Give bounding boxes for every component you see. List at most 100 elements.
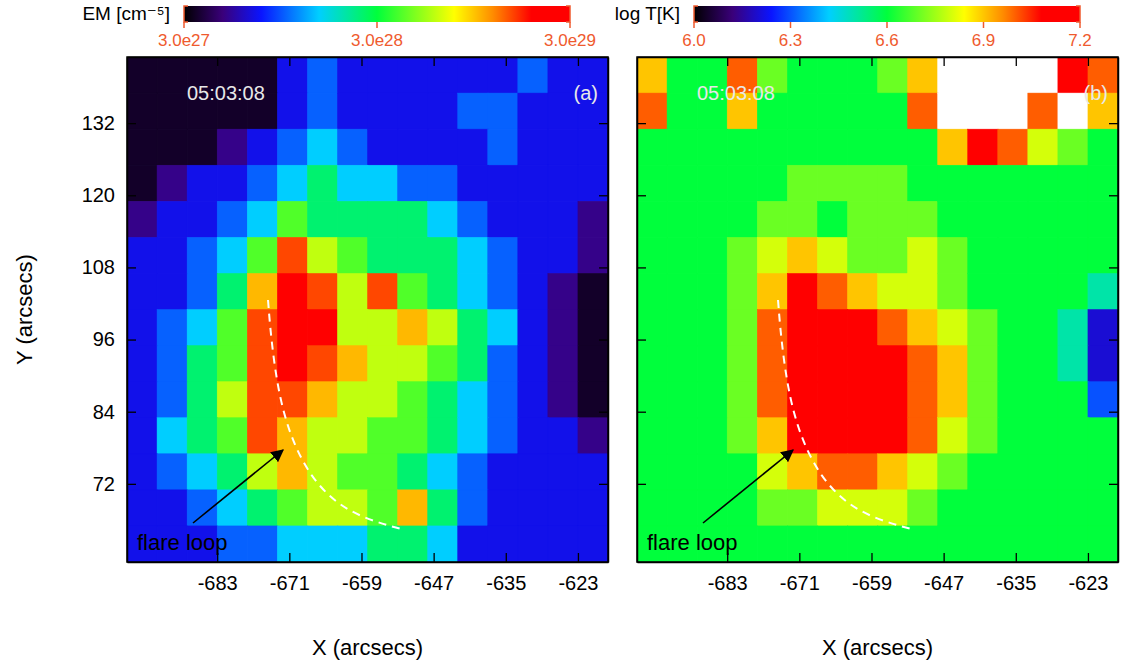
cell: [847, 93, 878, 130]
cell: [667, 418, 698, 455]
cell: [1058, 418, 1089, 455]
cell: [277, 165, 308, 202]
cell: [787, 346, 818, 383]
tick-mark: [578, 553, 579, 562]
tick-mark: [1109, 123, 1118, 124]
colorbar-title: log T[K]: [615, 3, 680, 24]
cell: [727, 382, 758, 419]
cell: [1058, 454, 1089, 491]
cell: [398, 93, 429, 130]
cell: [637, 346, 668, 383]
cell: [847, 273, 878, 310]
cell: [878, 93, 909, 130]
axis-line: [127, 58, 129, 563]
cell: [908, 165, 939, 202]
cell: [697, 237, 728, 274]
cell: [488, 273, 519, 310]
cell: [398, 129, 429, 166]
cell: [337, 93, 368, 130]
cell: [817, 93, 848, 130]
cell: [847, 526, 878, 562]
cell: [1088, 490, 1118, 527]
cell: [247, 382, 278, 419]
cell: [847, 346, 878, 383]
cell: [518, 93, 549, 130]
cell: [847, 382, 878, 419]
cell: [1058, 346, 1089, 383]
x-axis-title: X (arcsecs): [312, 635, 423, 660]
cell: [307, 165, 338, 202]
cell: [637, 490, 668, 527]
axis-line: [608, 58, 610, 563]
cell: [817, 273, 848, 310]
cell: [757, 526, 788, 562]
cell: [247, 201, 278, 238]
cell: [307, 57, 338, 94]
tick: [637, 267, 646, 268]
cell: [1088, 237, 1118, 274]
cell: [787, 237, 818, 274]
cell: [518, 165, 549, 202]
cell: [127, 165, 158, 202]
cell: [548, 490, 579, 527]
cell: [667, 490, 698, 527]
tick: -635: [486, 553, 526, 594]
cell: [697, 165, 728, 202]
cell: [488, 526, 519, 562]
cell: [428, 310, 459, 347]
cell: [1088, 201, 1118, 238]
x-axis-top: [638, 57, 1119, 66]
cell: [337, 201, 368, 238]
cell: [157, 57, 188, 94]
cell: [398, 526, 429, 562]
tick-mark: [727, 57, 728, 66]
cell: [247, 490, 278, 527]
tick-mark: [1109, 339, 1118, 340]
cell: [368, 418, 399, 455]
cell: [817, 346, 848, 383]
cell: [157, 346, 188, 383]
cell: [757, 237, 788, 274]
tick-mark: [361, 57, 362, 66]
tick-label: 120: [82, 184, 115, 206]
cell: [968, 490, 999, 527]
cell: [578, 526, 608, 562]
cell: [578, 454, 608, 491]
tick: [637, 484, 646, 485]
colorbar-tick: [376, 22, 378, 28]
cell: [727, 490, 758, 527]
cell: [548, 129, 579, 166]
cell: [667, 165, 698, 202]
cell: [757, 490, 788, 527]
cell: [667, 237, 698, 274]
cell: [217, 237, 248, 274]
tick: 96: [93, 328, 136, 350]
tick: -659: [342, 553, 382, 594]
cell: [217, 346, 248, 383]
tick-mark: [127, 484, 136, 485]
cell: [518, 346, 549, 383]
tick-mark: [599, 267, 608, 268]
tick-mark: [506, 57, 507, 66]
cell: [578, 418, 608, 455]
cell: [458, 93, 489, 130]
cell: [757, 201, 788, 238]
cell: [217, 129, 248, 166]
cell: [277, 490, 308, 527]
cell: [908, 310, 939, 347]
cell: [398, 57, 429, 94]
cell: [277, 418, 308, 455]
cell: [1028, 382, 1059, 419]
cell: [1058, 129, 1089, 166]
annotation-arrow: [703, 450, 793, 523]
cell: [1058, 382, 1089, 419]
tick-mark: [1109, 195, 1118, 196]
cell: [637, 454, 668, 491]
cell: [578, 310, 608, 347]
cell: [847, 57, 878, 94]
colorbar-tick-label: 3.0e28: [351, 31, 403, 50]
plot-frame: [637, 57, 1118, 562]
cell: [878, 273, 909, 310]
tick: [637, 412, 646, 413]
cell: [307, 310, 338, 347]
